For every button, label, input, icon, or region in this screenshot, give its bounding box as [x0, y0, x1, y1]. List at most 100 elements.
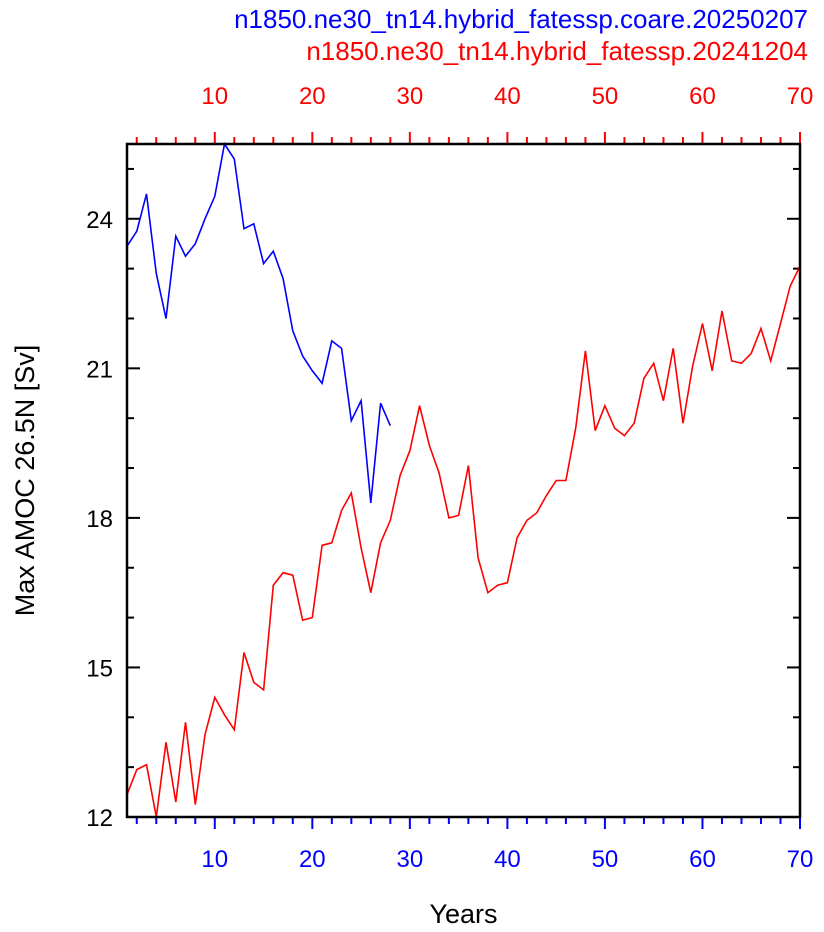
red-series-point — [282, 572, 284, 574]
blue-series-point — [331, 340, 333, 342]
axis-ticks — [127, 132, 801, 829]
red-series-point — [194, 803, 196, 805]
y-axis-label: Max AMOC 26.5N [Sv] — [10, 345, 40, 617]
x-tick-label-bottom: 20 — [299, 846, 326, 873]
blue-series-point — [165, 317, 167, 319]
red-series-point — [623, 434, 625, 436]
x-tick-label-bottom: 50 — [592, 846, 619, 873]
blue-series-title: n1850.ne30_tn14.hybrid_fatessp.coare.202… — [234, 4, 808, 34]
blue-series-point — [204, 218, 206, 220]
blue-series-point — [311, 370, 313, 372]
red-series-point — [272, 584, 274, 586]
red-series-point — [594, 429, 596, 431]
red-series-point — [682, 422, 684, 424]
blue-series-point — [389, 425, 391, 427]
red-series-point — [370, 592, 372, 594]
tick-labels: 10 10 20 20 30 30 40 40 50 50 60 60 70 70 12 15 18 21 24 — [86, 83, 813, 873]
blue-series-point — [136, 230, 138, 232]
blue-series-point — [292, 330, 294, 332]
red-series-point — [584, 350, 586, 352]
x-tick-label-bottom: 10 — [201, 846, 228, 873]
red-series-point — [633, 422, 635, 424]
red-series-point — [789, 285, 791, 287]
red-series-point — [643, 377, 645, 379]
red-series-point — [223, 714, 225, 716]
red-series-point — [243, 651, 245, 653]
blue-series-point — [243, 228, 245, 230]
series-lines — [126, 141, 801, 818]
red-series-point — [457, 514, 459, 516]
red-series-point — [760, 327, 762, 329]
red-series-point — [262, 689, 264, 691]
blue-series-point — [262, 262, 264, 264]
red-series-point — [692, 365, 694, 367]
blue-series-point — [370, 502, 372, 504]
x-tick-label-top: 40 — [494, 83, 521, 110]
red-series-point — [301, 619, 303, 621]
red-series-point — [555, 479, 557, 481]
red-series-point — [184, 721, 186, 723]
red-series-point — [418, 405, 420, 407]
x-tick-label-top: 50 — [592, 83, 619, 110]
blue-series-line — [126, 141, 392, 503]
blue-series-point — [233, 158, 235, 160]
blue-series-point — [253, 223, 255, 225]
blue-series-point — [175, 235, 177, 237]
x-tick-label-top: 20 — [299, 83, 326, 110]
x-axis-label: Years — [429, 899, 497, 929]
blue-series-point — [282, 277, 284, 279]
red-series-point — [438, 472, 440, 474]
red-series-point — [496, 584, 498, 586]
red-series-point — [516, 537, 518, 539]
x-tick-label-bottom: 30 — [397, 846, 424, 873]
blue-series-point — [350, 420, 352, 422]
red-series-point — [214, 696, 216, 698]
red-series-point — [175, 801, 177, 803]
red-series-point — [487, 592, 489, 594]
x-tick-label-top: 10 — [201, 83, 228, 110]
red-series-point — [253, 681, 255, 683]
blue-series-point — [360, 400, 362, 402]
red-series-point — [204, 734, 206, 736]
y-tick-label: 12 — [86, 805, 113, 832]
red-series-point — [779, 322, 781, 324]
red-series-point — [311, 616, 313, 618]
red-series-point — [526, 519, 528, 521]
y-tick-label: 24 — [86, 207, 113, 234]
blue-series-point — [155, 272, 157, 274]
x-tick-label-bottom: 60 — [689, 846, 716, 873]
blue-series-point — [301, 355, 303, 357]
red-series-point — [662, 400, 664, 402]
red-series-point — [536, 512, 538, 514]
red-series-point — [750, 352, 752, 354]
red-series-point — [233, 729, 235, 731]
x-tick-label-top: 60 — [689, 83, 716, 110]
red-series-point — [740, 362, 742, 364]
y-tick-label: 18 — [86, 506, 113, 533]
plot-frame — [125, 142, 802, 819]
red-series-point — [770, 360, 772, 362]
red-series-point — [409, 449, 411, 451]
x-tick-label-top: 30 — [397, 83, 424, 110]
red-series-point — [399, 474, 401, 476]
blue-series-point — [340, 347, 342, 349]
red-series-point — [321, 544, 323, 546]
y-tick-label: 21 — [86, 356, 113, 383]
red-series-point — [292, 574, 294, 576]
red-series-point — [565, 479, 567, 481]
blue-series-point — [184, 255, 186, 257]
blue-series-point — [214, 195, 216, 197]
red-series-point — [379, 542, 381, 544]
blue-series-point — [194, 243, 196, 245]
red-series-point — [360, 547, 362, 549]
red-series-point — [711, 370, 713, 372]
red-series-point — [575, 427, 577, 429]
y-tick-label: 15 — [86, 655, 113, 682]
blue-series-point — [272, 250, 274, 252]
red-series-point — [428, 444, 430, 446]
red-series-point — [477, 557, 479, 559]
x-tick-label-bottom: 70 — [787, 846, 814, 873]
red-series-point — [545, 494, 547, 496]
red-series-point — [653, 362, 655, 364]
